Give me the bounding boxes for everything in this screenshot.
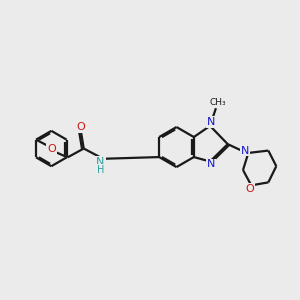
Text: O: O [47, 143, 56, 154]
Text: CH₃: CH₃ [210, 98, 226, 107]
Text: N: N [207, 117, 215, 127]
Text: N: N [207, 159, 215, 170]
Text: N: N [96, 158, 105, 167]
Text: O: O [76, 122, 85, 132]
Text: O: O [245, 184, 254, 194]
Text: N: N [241, 146, 250, 156]
Text: H: H [97, 165, 104, 175]
